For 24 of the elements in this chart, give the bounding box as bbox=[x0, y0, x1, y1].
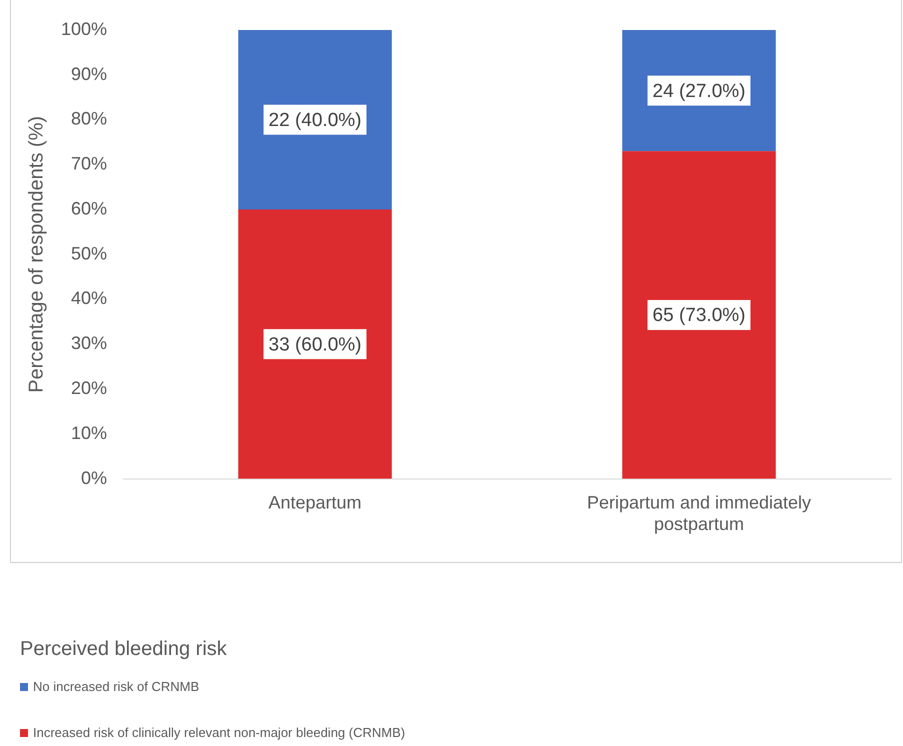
bar bbox=[238, 210, 392, 479]
y-tick-label: 100% bbox=[60, 18, 108, 39]
y-tick-label: 80% bbox=[71, 108, 108, 129]
y-tick-label: 10% bbox=[71, 422, 108, 443]
legend-title: Perceived bleeding risk bbox=[20, 638, 228, 661]
y-tick-label: 70% bbox=[71, 154, 108, 174]
y-tick-label: 40% bbox=[71, 288, 108, 308]
bar bbox=[622, 151, 776, 479]
legend-label: No increased risk of CRNMB bbox=[33, 679, 200, 695]
x-tick-label: Peripartum and immediately postpartum bbox=[586, 492, 812, 534]
data-label: 22 (40.0%) bbox=[268, 110, 362, 131]
y-tick-label: 0% bbox=[81, 468, 108, 488]
y-tick-label: 50% bbox=[71, 243, 108, 264]
data-label: 33 (60.0%) bbox=[268, 334, 362, 356]
x-tick-label: Antepartum bbox=[268, 492, 362, 513]
data-label: 65 (73.0%) bbox=[652, 305, 746, 326]
legend-label: Increased risk of clinically relevant non-major bleeding (CRNMB) bbox=[33, 725, 406, 741]
y-tick-label: 60% bbox=[71, 198, 108, 218]
y-tick-label: 90% bbox=[71, 64, 108, 84]
y-tick-label: 20% bbox=[71, 378, 108, 398]
data-label: 24 (27.0%) bbox=[652, 80, 746, 102]
y-axis-title: Percentage of respondents (%) bbox=[26, 116, 48, 393]
y-tick-label: 30% bbox=[71, 333, 108, 354]
bar bbox=[238, 30, 392, 210]
